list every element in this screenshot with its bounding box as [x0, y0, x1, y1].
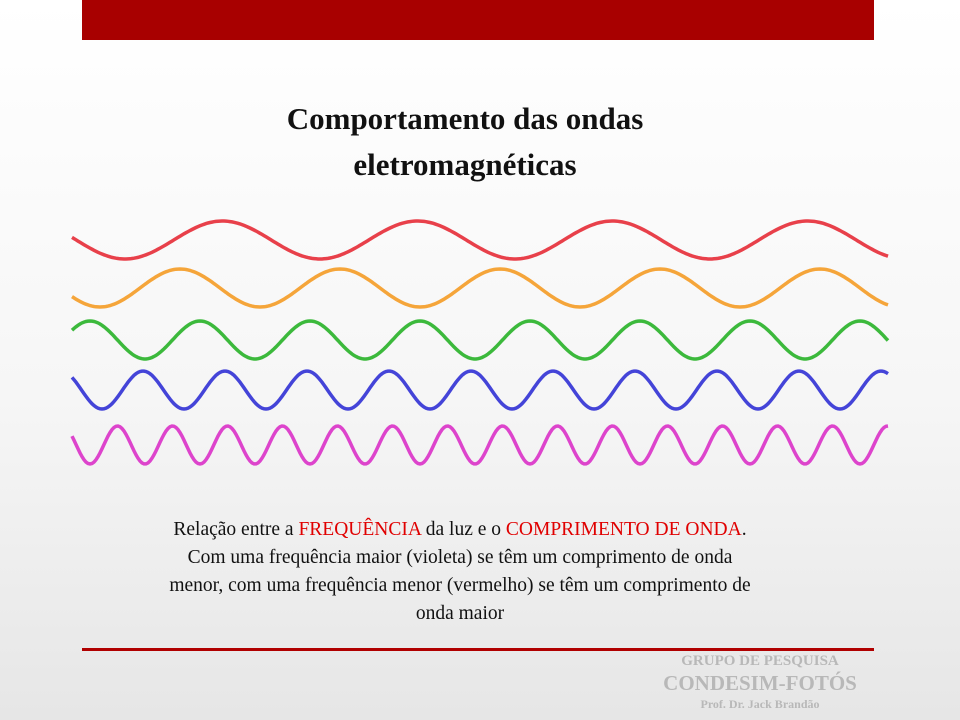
wave [70, 424, 889, 466]
footer-group: GRUPO DE PESQUISA [681, 653, 839, 669]
caption-text: da luz e o [420, 519, 506, 540]
wave [70, 369, 889, 411]
title: Comportamento das ondas eletromagnéticas [180, 96, 750, 188]
caption-text: . Com uma frequência maior (violeta) se … [169, 519, 751, 624]
caption-text: Relação entre a [173, 519, 299, 540]
caption-highlight: FREQUÊNCIA [298, 519, 421, 540]
footer-name: CONDESIM-FOTÓS [663, 671, 857, 695]
footer-author: Prof. Dr. Jack Brandão [700, 697, 820, 711]
title-line: Comportamento das ondas [286, 101, 644, 136]
wave [71, 267, 889, 309]
wave [70, 319, 890, 361]
bottom-rule [82, 648, 874, 651]
caption: Relação entre a FREQUÊNCIA da luz e o CO… [160, 516, 760, 628]
wave [71, 219, 889, 261]
top-bar [82, 0, 874, 40]
title-line: eletromagnéticas [353, 147, 577, 182]
caption-highlight: COMPRIMENTO DE ONDA [505, 519, 742, 540]
footer: GRUPO DE PESQUISA CONDESIM-FOTÓS Prof. D… [620, 652, 900, 712]
